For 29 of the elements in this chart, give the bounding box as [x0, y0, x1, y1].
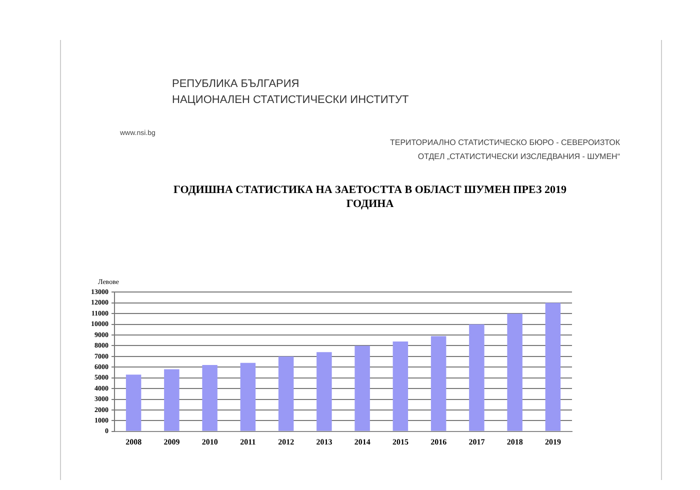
- x-tick-label: 2010: [202, 437, 218, 446]
- text: НАЦИОНАЛЕН СТАТИСТИЧЕСКИ ИНСТИТУТ: [172, 94, 409, 106]
- bar: [392, 341, 408, 431]
- bar: [164, 369, 180, 431]
- text: ОТДЕЛ „СТАТИСТИЧЕСКИ ИЗСЛЕДВАНИЯ - ШУМЕН“: [418, 152, 620, 161]
- x-tick-label: 2013: [316, 437, 332, 446]
- x-tick-label: 2012: [278, 437, 294, 446]
- bar: [202, 365, 218, 431]
- bar: [316, 352, 332, 431]
- x-tick-label: 2019: [544, 437, 561, 446]
- bar: [354, 346, 370, 431]
- bar: [278, 356, 294, 431]
- bar: [469, 324, 484, 431]
- bar: [126, 374, 142, 431]
- x-tick-label: 2018: [506, 437, 523, 446]
- x-tick-label: 2014: [354, 437, 370, 446]
- bar: [240, 362, 256, 431]
- text: ТЕРИТОРИАЛНО СТАТИСТИЧЕСКО БЮРО - СЕВЕРОИЗТОК: [390, 138, 620, 147]
- chart-title: ГОДИШНА СТАТИСТИКА НА ЗАЕТОСТТА В ОБЛАСТ ШУМЕН ПРЕЗ 2019 ГОДИНА: [172, 183, 568, 211]
- x-tick-label: 2008: [126, 437, 142, 446]
- x-tick-label: 2015: [392, 437, 408, 446]
- bar: [507, 314, 522, 431]
- x-tick-label: 2017: [468, 437, 485, 446]
- x-tick-label: 2009: [164, 437, 180, 446]
- x-tick-label: 2016: [430, 437, 447, 446]
- bar: [430, 336, 446, 431]
- bar: [545, 302, 561, 431]
- text: РЕПУБЛИКА БЪЛГАРИЯ: [172, 78, 300, 90]
- x-tick-label: 2011: [240, 437, 256, 446]
